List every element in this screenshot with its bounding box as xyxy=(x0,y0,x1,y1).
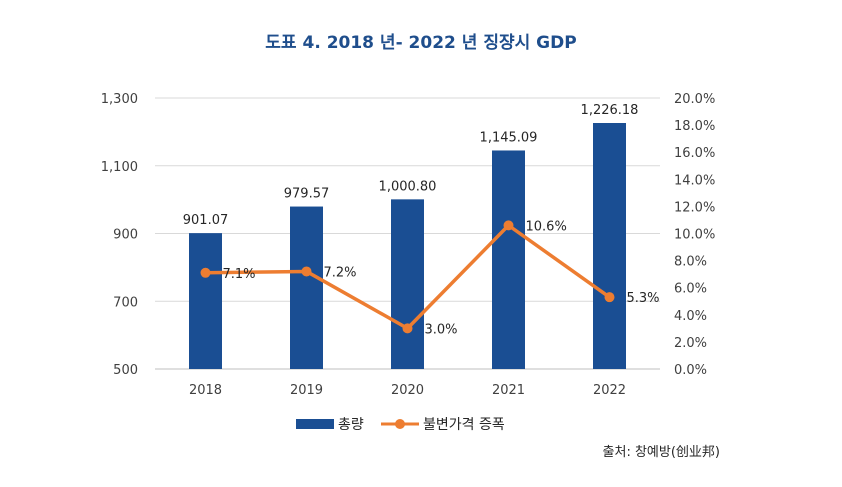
bar-data-label: 979.57 xyxy=(284,187,330,202)
bar xyxy=(593,123,626,369)
right-axis-tick-label: 2.0% xyxy=(674,336,707,351)
line-point xyxy=(200,267,211,278)
line-point xyxy=(503,220,514,231)
right-axis-tick-label: 20.0% xyxy=(674,92,715,107)
line-data-label: 5.3% xyxy=(627,291,660,306)
line-data-labels: 7.1% 7.2% 3.0% 10.6% 5.3% xyxy=(223,219,660,337)
right-axis-tick-label: 8.0% xyxy=(674,255,707,270)
x-axis: 2018 2019 2020 2021 2022 xyxy=(189,383,626,398)
x-axis-tick-label: 2018 xyxy=(189,383,222,398)
line-point xyxy=(301,266,312,277)
right-axis-tick-label: 14.0% xyxy=(674,173,715,188)
chart-title: 도표 4. 2018 년- 2022 년 징쟝시 GDP xyxy=(265,33,576,53)
legend-bar-swatch xyxy=(296,419,334,429)
legend-line-marker xyxy=(395,419,405,429)
right-axis-tick-label: 12.0% xyxy=(674,200,715,215)
legend-line-label: 불변가격 증폭 xyxy=(423,417,505,433)
line-point xyxy=(402,323,413,334)
right-axis-tick-label: 18.0% xyxy=(674,119,715,134)
left-axis-tick-label: 500 xyxy=(113,363,138,378)
bar-data-label: 1,145.09 xyxy=(480,130,538,145)
bar-data-label: 1,000.80 xyxy=(379,179,437,194)
line-data-label: 3.0% xyxy=(425,322,458,337)
bar-data-label: 901.07 xyxy=(183,213,229,228)
right-axis-tick-label: 0.0% xyxy=(674,363,707,378)
line-data-label: 7.1% xyxy=(223,267,256,282)
line-data-label: 7.2% xyxy=(324,265,357,280)
bar xyxy=(391,199,424,369)
bar-data-label: 1,226.18 xyxy=(581,103,639,118)
legend-bar-label: 총량 xyxy=(338,417,364,433)
x-axis-tick-label: 2021 xyxy=(492,383,525,398)
bar-series xyxy=(189,123,626,369)
x-axis-tick-label: 2019 xyxy=(290,383,323,398)
source-note: 출처: 창예방(创业邦) xyxy=(603,445,720,460)
right-axis-tick-label: 4.0% xyxy=(674,309,707,324)
right-axis-tick-label: 6.0% xyxy=(674,282,707,297)
legend: 총량 불변가격 증폭 xyxy=(296,417,505,433)
right-axis-tick-label: 16.0% xyxy=(674,146,715,161)
left-axis: 500 700 900 1,100 1,300 xyxy=(101,92,138,378)
bar-data-labels: 901.07 979.57 1,000.80 1,145.09 1,226.18 xyxy=(183,103,639,228)
line-data-label: 10.6% xyxy=(526,219,567,234)
left-axis-tick-label: 1,300 xyxy=(101,92,138,107)
right-axis-tick-label: 10.0% xyxy=(674,228,715,243)
left-axis-tick-label: 900 xyxy=(113,228,138,243)
line-series xyxy=(200,220,615,334)
bar xyxy=(189,233,222,369)
left-axis-tick-label: 700 xyxy=(113,295,138,310)
x-axis-tick-label: 2022 xyxy=(593,383,626,398)
right-axis: 0.0% 2.0% 4.0% 6.0% 8.0% 10.0% 12.0% 14.0% 16.0%… xyxy=(674,92,715,378)
bar xyxy=(492,150,525,369)
bar xyxy=(290,206,323,369)
x-axis-tick-label: 2020 xyxy=(391,383,424,398)
left-axis-tick-label: 1,100 xyxy=(101,160,138,175)
line-point xyxy=(604,292,615,303)
